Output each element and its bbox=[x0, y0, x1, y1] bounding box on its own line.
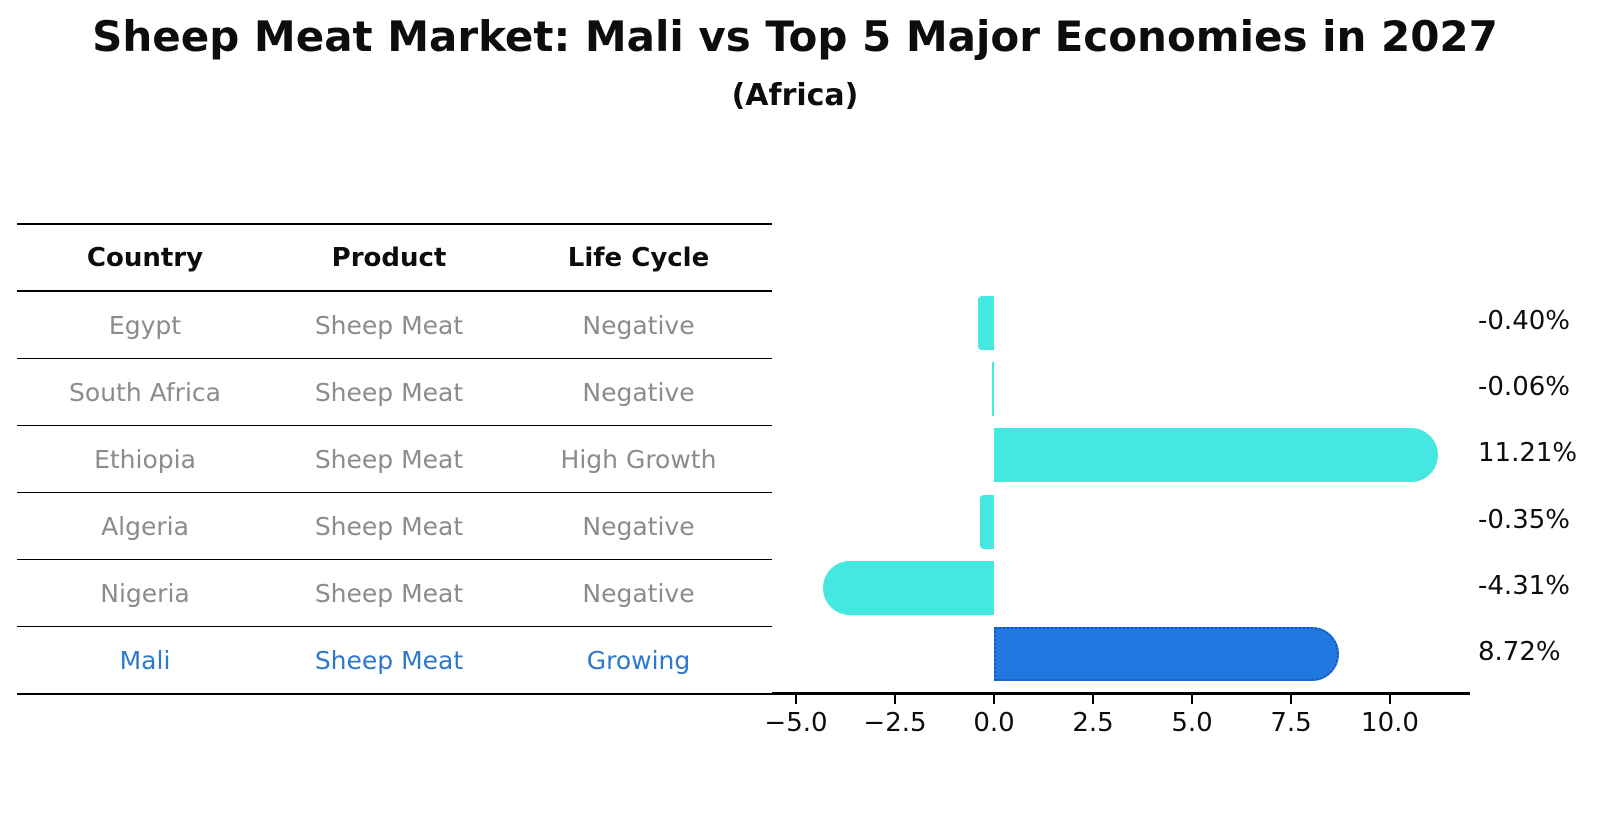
cell-country: Nigeria bbox=[100, 578, 190, 608]
cell-product: Sheep Meat bbox=[314, 310, 464, 340]
value-label-mali: 8.72% bbox=[1478, 637, 1561, 667]
cell-life-cycle: High Growth bbox=[560, 444, 717, 474]
cell-life-cycle: Negative bbox=[582, 310, 695, 340]
table-header-row: Country Product Life Cycle bbox=[17, 225, 772, 292]
value-label-algeria: -0.35% bbox=[1478, 504, 1570, 535]
bar-egypt bbox=[978, 296, 994, 350]
cell-life-cycle: Negative bbox=[582, 511, 695, 541]
chart-subtitle: (Africa) bbox=[731, 78, 859, 113]
cell-product: Sheep Meat bbox=[314, 377, 464, 407]
x-tick-label: −2.5 bbox=[863, 708, 927, 738]
bar-nigeria bbox=[823, 560, 994, 615]
table-row: Egypt Sheep Meat Negative bbox=[17, 292, 772, 359]
cell-life-cycle: Negative bbox=[582, 377, 695, 407]
cell-product: Sheep Meat bbox=[314, 578, 464, 608]
x-tick-label: 2.5 bbox=[1072, 708, 1114, 738]
column-header-country: Country bbox=[86, 242, 204, 273]
x-tick-mark bbox=[1091, 692, 1095, 704]
column-header-life-cycle: Life Cycle bbox=[567, 242, 710, 273]
bar-algeria bbox=[980, 494, 994, 549]
cell-country: Ethiopia bbox=[94, 444, 196, 474]
x-tick-mark bbox=[1289, 692, 1293, 704]
table-row: Algeria Sheep Meat Negative bbox=[17, 493, 772, 560]
value-label-nigeria: -4.31% bbox=[1478, 570, 1570, 601]
table-row: Mali Sheep Meat Growing bbox=[17, 627, 772, 693]
cell-product: Sheep Meat bbox=[314, 444, 464, 474]
x-tick-label: 5.0 bbox=[1171, 708, 1213, 738]
table-row: Ethiopia Sheep Meat High Growth bbox=[17, 426, 772, 493]
cell-country: Mali bbox=[119, 645, 171, 675]
value-label-south-africa: -0.06% bbox=[1478, 372, 1570, 403]
x-tick-mark bbox=[794, 692, 798, 704]
x-axis-line bbox=[772, 692, 1470, 695]
x-tick-label: 0.0 bbox=[973, 708, 1015, 738]
column-header-product: Product bbox=[331, 242, 447, 273]
table-row: South Africa Sheep Meat Negative bbox=[17, 359, 772, 426]
data-table: Country Product Life Cycle Egypt Sheep Me… bbox=[17, 223, 772, 695]
bar-ethiopia bbox=[994, 428, 1438, 483]
bar-mali bbox=[994, 627, 1340, 681]
x-tick-label: 7.5 bbox=[1270, 708, 1312, 738]
x-tick-mark bbox=[992, 692, 996, 704]
cell-product: Sheep Meat bbox=[314, 511, 464, 541]
x-tick-mark bbox=[1190, 692, 1194, 704]
value-label-egypt: -0.40% bbox=[1478, 306, 1570, 336]
cell-country: Algeria bbox=[101, 511, 189, 541]
x-tick-label: 10.0 bbox=[1361, 708, 1419, 738]
x-tick-mark bbox=[893, 692, 897, 704]
chart-title: Sheep Meat Market: Mali vs Top 5 Major E… bbox=[92, 12, 1498, 61]
x-tick-label: −5.0 bbox=[764, 708, 828, 738]
cell-country: Egypt bbox=[108, 310, 182, 340]
cell-life-cycle: Negative bbox=[582, 578, 695, 608]
table-body: Egypt Sheep Meat Negative South Africa Sheep… bbox=[17, 292, 772, 693]
cell-country: South Africa bbox=[69, 377, 221, 407]
cell-product: Sheep Meat bbox=[314, 645, 464, 675]
x-tick-mark bbox=[1388, 692, 1392, 704]
table-row: Nigeria Sheep Meat Negative bbox=[17, 560, 772, 627]
value-label-ethiopia: 11.21% bbox=[1478, 438, 1578, 469]
bar-south-africa bbox=[991, 362, 994, 417]
cell-life-cycle: Growing bbox=[586, 645, 691, 675]
